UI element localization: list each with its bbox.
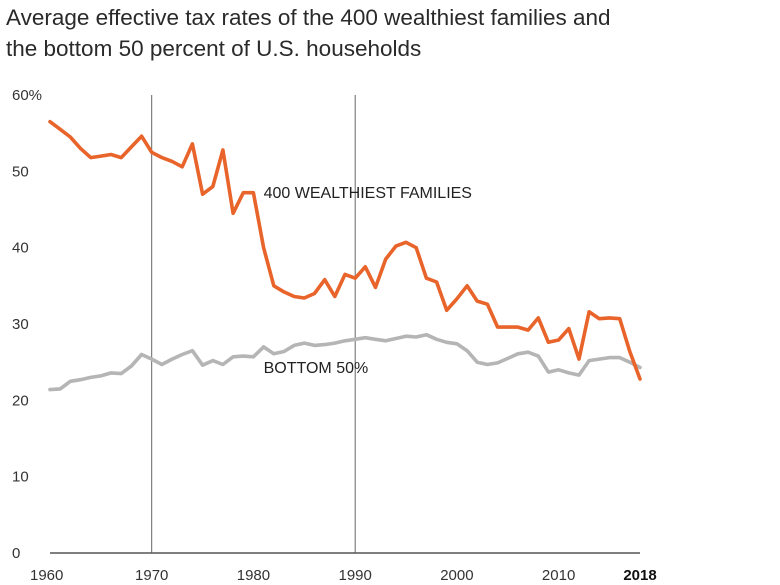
x-tick-label-1960: 1960 [30, 567, 63, 584]
chart-title-line-2: the bottom 50 percent of U.S. households [6, 36, 422, 61]
x-tick-label-2018: 2018 [623, 567, 656, 584]
chart-title-line-1: Average effective tax rates of the 400 w… [6, 5, 611, 30]
y-tick-label-10: 10 [12, 469, 29, 486]
y-tick-label-20: 20 [12, 392, 29, 409]
y-tick-label-40: 40 [12, 240, 29, 257]
series-line-bottom-50 [48, 332, 642, 392]
y-tick-label-0: 0 [12, 545, 20, 562]
series-line-wealthiest-400 [48, 119, 642, 381]
y-tick-label-60: 60% [12, 87, 42, 104]
series-label-wealthiest-400: 400 WEALTHIEST FAMILIES [264, 185, 472, 202]
x-tick-label-1980: 1980 [237, 567, 270, 584]
x-tick-label-1990: 1990 [338, 567, 371, 584]
x-tick-label-2000: 2000 [440, 567, 473, 584]
x-tick-label-2010: 2010 [542, 567, 575, 584]
series-label-bottom-50: BOTTOM 50% [264, 360, 369, 377]
y-tick-label-50: 50 [12, 163, 29, 180]
chart-title: Average effective tax rates of the 400 w… [6, 2, 766, 64]
x-tick-label-1970: 1970 [135, 567, 168, 584]
y-tick-label-30: 30 [12, 316, 29, 333]
